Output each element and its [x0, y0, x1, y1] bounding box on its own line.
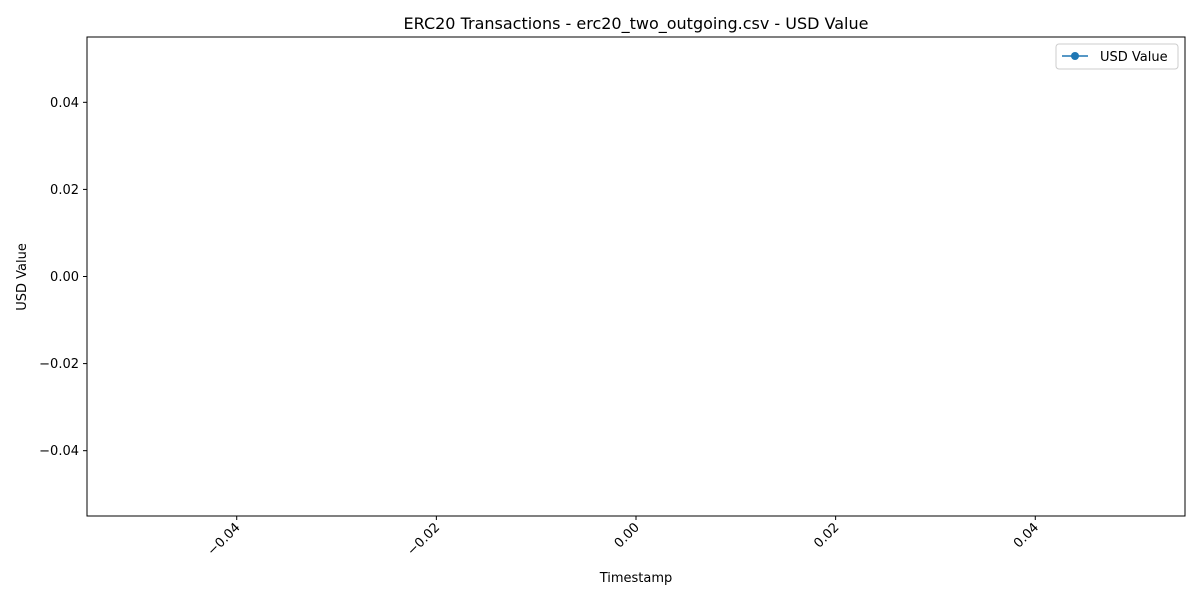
chart-title: ERC20 Transactions - erc20_two_outgoing.…: [404, 14, 869, 34]
legend-label-usd-value: USD Value: [1100, 50, 1168, 65]
x-axis-label: Timestamp: [599, 571, 673, 586]
y-tick-label: −0.02: [39, 357, 79, 372]
legend-marker-usd-value: [1071, 52, 1079, 60]
y-tick-label: −0.04: [39, 444, 79, 459]
y-tick-label: 0.02: [50, 183, 79, 198]
y-axis-label: USD Value: [15, 243, 30, 311]
y-axis-ticks: −0.04 −0.02 0.00 0.02 0.04: [39, 96, 87, 459]
y-tick-label: 0.00: [50, 270, 79, 285]
legend-box: [1055, 43, 1179, 70]
legend: USD Value: [1055, 43, 1179, 70]
y-tick-label: 0.04: [50, 96, 79, 111]
